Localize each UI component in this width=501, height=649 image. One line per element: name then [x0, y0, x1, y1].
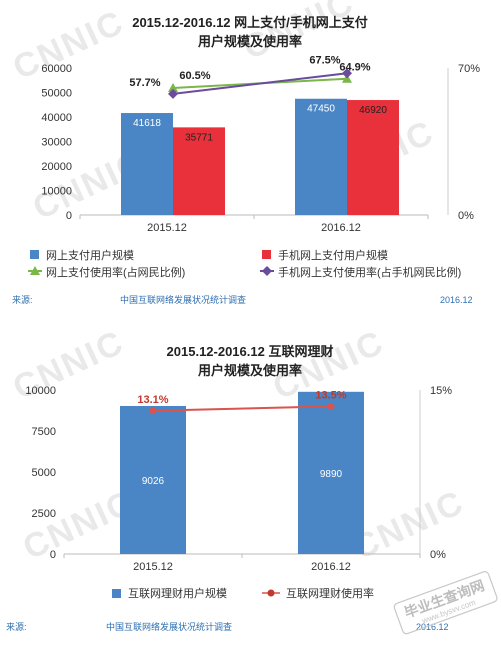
chart-title: 2015.12-2016.12 网上支付/手机网上支付	[132, 15, 368, 30]
legend-marker-diamond	[262, 266, 272, 276]
x-tick-label: 2016.12	[321, 222, 361, 234]
source-text: 中国互联网络发展状况统计调查	[120, 294, 246, 305]
chart-online-payment: 2015.12-2016.12 网上支付/手机网上支付 用户规模及使用率 201…	[12, 15, 480, 305]
bar	[120, 405, 186, 554]
y-tick-label: 0	[50, 549, 56, 561]
legend-marker-circle	[267, 589, 275, 597]
source-date: 2016.12	[416, 622, 449, 632]
chart-title: 2015.12-2016.12 互联网理财	[167, 344, 334, 359]
bar-value-label: 9890	[320, 469, 343, 480]
bar	[298, 391, 364, 554]
line-point	[327, 402, 335, 410]
source-label: 来源:	[12, 295, 33, 305]
watermark-text: CNNIC	[347, 483, 470, 567]
y2-tick-label: 0%	[430, 549, 446, 561]
legend-label: 网上支付使用率(占网民比例)	[46, 265, 185, 279]
y-tick-label: 30000	[41, 137, 72, 149]
bar-value-label: 47450	[307, 104, 335, 115]
line-value-label: 13.5%	[315, 389, 346, 401]
series-line	[172, 72, 348, 95]
chart-subtitle: 用户规模及使用率	[197, 363, 302, 378]
line-point	[168, 88, 178, 99]
legend-label: 网上支付用户规模	[46, 248, 134, 262]
series-line	[152, 405, 332, 412]
line-value-label: 67.5%	[309, 54, 340, 66]
y2-tick-label: 0%	[458, 210, 474, 222]
bar	[121, 113, 173, 215]
bars: 41618 47450 35771 46920	[121, 98, 399, 215]
source-line: 来源: 中国互联网络发展状况统计调查 2016.12	[12, 294, 473, 305]
legend-swatch-mobile-payment	[262, 250, 271, 259]
legend-label: 手机网上支付用户规模	[278, 248, 388, 262]
legend-label: 互联网理财使用率	[286, 586, 374, 600]
lines: 13.1% 13.5%	[137, 389, 347, 415]
legend-swatch-wm-users	[112, 589, 121, 598]
legend-marker-triangle	[30, 266, 40, 275]
y-tick-label: 40000	[41, 112, 72, 124]
line-value-label: 57.7%	[129, 77, 160, 89]
y-tick-label: 60000	[41, 63, 72, 75]
bar-value-label: 9026	[142, 476, 165, 487]
stamp-border	[393, 571, 498, 635]
y-tick-label: 2500	[32, 508, 56, 520]
legend-label: 互联网理财用户规模	[128, 586, 227, 600]
chart-online-wealth-management: 2015.12-2016.12 互联网理财 用户规模及使用率 2015.12 20…	[6, 344, 452, 632]
y2-tick-label: 15%	[430, 385, 452, 397]
y-tick-label: 10000	[41, 186, 72, 198]
y-tick-label: 0	[66, 210, 72, 222]
line-value-label: 60.5%	[179, 70, 210, 82]
y-tick-label: 10000	[25, 385, 56, 397]
x-tick-label: 2015.12	[147, 222, 187, 234]
x-tick-label: 2015.12	[133, 561, 173, 573]
legend-swatch-online-payment	[30, 250, 39, 259]
source-line: 来源: 中国互联网络发展状况统计调查 2016.12	[6, 621, 449, 632]
bar	[173, 127, 225, 215]
chart-subtitle: 用户规模及使用率	[197, 34, 302, 49]
line-value-label: 13.1%	[137, 394, 168, 406]
bar	[295, 98, 347, 215]
line-point	[342, 68, 352, 79]
source-label: 来源:	[6, 622, 27, 632]
y-tick-label: 50000	[41, 88, 72, 100]
y-tick-label: 7500	[32, 426, 56, 438]
legend: 互联网理财用户规模 互联网理财使用率	[112, 586, 374, 600]
source-date: 2016.12	[440, 295, 473, 305]
legend: 网上支付用户规模 手机网上支付用户规模 网上支付使用率(占网民比例) 手机网上支…	[28, 248, 461, 279]
legend-label: 手机网上支付使用率(占手机网民比例)	[278, 265, 461, 279]
y2-tick-label: 70%	[458, 63, 480, 75]
bar-value-label: 41618	[133, 118, 161, 129]
y-tick-label: 5000	[32, 467, 56, 479]
bars: 9026 9890	[120, 391, 364, 554]
line-point	[168, 82, 178, 92]
source-text: 中国互联网络发展状况统计调查	[106, 621, 232, 632]
bar-value-label: 35771	[185, 132, 213, 143]
bar	[347, 100, 399, 215]
x-tick-label: 2016.12	[311, 561, 351, 573]
line-point	[149, 407, 157, 415]
lines: 60.5%64.9%57.7%67.5%	[129, 54, 371, 99]
axes: 2015.12 2016.12 0 10000 20000 30000 40000 50000…	[41, 63, 480, 234]
y-tick-label: 20000	[41, 161, 72, 173]
bar-value-label: 46920	[359, 105, 387, 116]
